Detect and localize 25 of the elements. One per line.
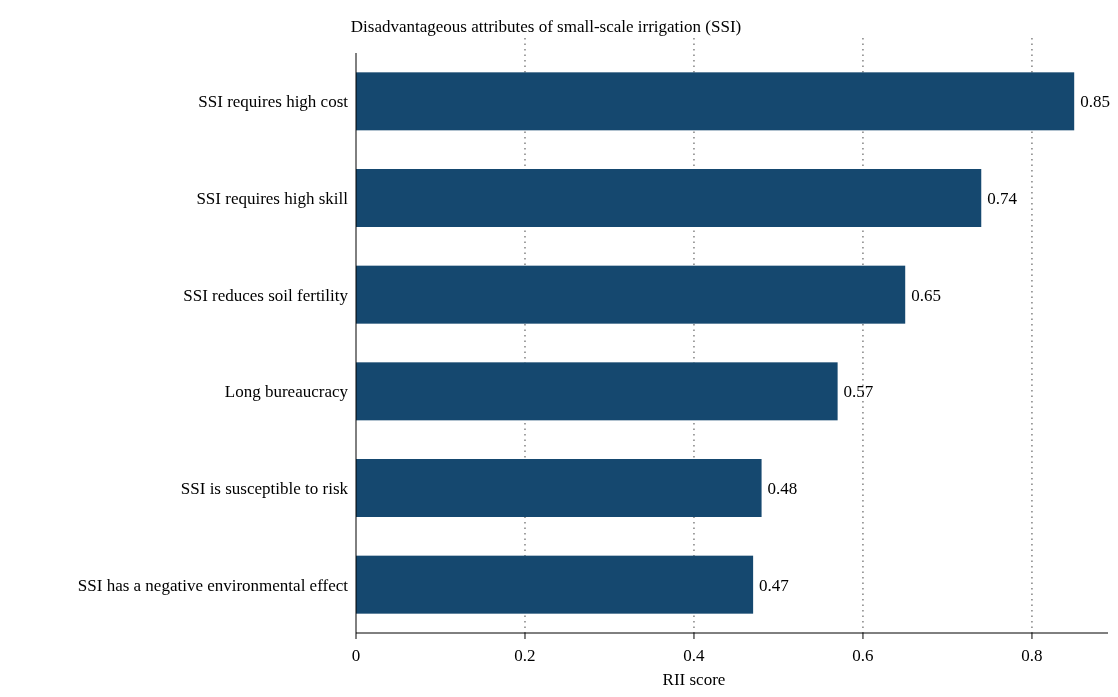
y-tick-label: SSI requires high skill [196, 188, 349, 208]
data-label: 0.57 [843, 382, 874, 402]
x-tick-label: 0.2 [514, 646, 536, 665]
bar [356, 362, 838, 421]
data-label: 0.48 [767, 478, 798, 498]
y-tick-label: Long bureaucracy [224, 382, 349, 402]
data-label: 0.74 [987, 188, 1018, 208]
bar [356, 72, 1075, 131]
bar [356, 265, 906, 324]
x-tick-label: 0 [351, 646, 361, 665]
y-tick-label: SSI reduces soil fertility [183, 285, 349, 305]
data-label: 0.65 [911, 285, 941, 305]
data-label: 0.85 [1080, 92, 1110, 112]
y-tick-label: SSI has a negative environmental effect [77, 575, 349, 595]
bar [356, 169, 982, 227]
x-tick-label: 0.6 [852, 646, 874, 665]
data-label: 0.47 [759, 575, 790, 595]
chart-title: Disadvantageous attributes of small-scale irrigation (SSI) [350, 17, 742, 36]
bar [356, 555, 754, 614]
x-axis-title: RII score [662, 670, 726, 689]
bar [356, 459, 762, 517]
x-tick-label: 0.8 [1021, 646, 1043, 665]
x-tick-label: 0.4 [683, 646, 706, 665]
y-tick-label: SSI requires high cost [198, 92, 349, 112]
y-tick-label: SSI is susceptible to risk [180, 478, 349, 498]
